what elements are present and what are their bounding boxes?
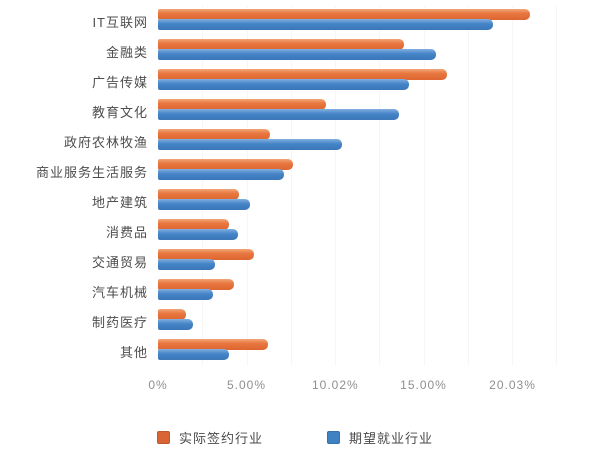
gridline	[467, 6, 469, 366]
legend-swatch-expected-icon	[327, 431, 341, 444]
actual-signed-bar	[158, 219, 229, 230]
x-axis-tick-label: 0%	[148, 378, 168, 392]
category-label: 政府农林牧渔	[63, 134, 148, 150]
category-label: 广告传媒	[91, 74, 148, 90]
chart-row: 交通贸易	[0, 246, 600, 276]
chart-row: 商业服务生活服务	[0, 156, 600, 186]
legend-label-expected: 期望就业行业	[349, 431, 434, 446]
expected-employment-bar	[158, 229, 238, 240]
legend-swatch-actual-icon	[157, 431, 170, 444]
actual-signed-bar	[158, 9, 530, 20]
bar-pair	[158, 309, 600, 333]
chart-row: 制药医疗	[0, 306, 600, 336]
actual-signed-bar	[158, 159, 293, 170]
gridline	[202, 6, 204, 366]
gridline	[246, 6, 248, 366]
actual-signed-bar	[158, 99, 327, 110]
actual-signed-bar	[158, 279, 235, 290]
bar-pair	[158, 339, 600, 363]
actual-signed-bar	[158, 249, 254, 260]
bar-pair	[158, 279, 600, 303]
category-label: 汽车机械	[91, 284, 148, 300]
category-label: IT互联网	[92, 14, 148, 30]
bar-pair	[158, 159, 600, 183]
expected-employment-bar	[158, 19, 493, 30]
x-axis-tick-label: 15.00%	[400, 378, 447, 392]
chart-rows: IT互联网金融类广告传媒教育文化政府农林牧渔商业服务生活服务地产建筑消费品交通贸…	[0, 6, 600, 366]
legend: 实际签约行业 期望就业行业	[157, 428, 433, 447]
bar-pair	[158, 39, 600, 63]
legend-label-actual: 实际签约行业	[179, 431, 264, 446]
chart-row: 政府农林牧渔	[0, 126, 600, 156]
gridline	[423, 6, 425, 366]
expected-employment-bar	[158, 199, 251, 210]
x-axis-tick-label: 20.03%	[489, 378, 536, 392]
gridline	[512, 6, 513, 366]
chart-row: 广告传媒	[0, 66, 600, 96]
x-axis-tick-label: 5.00%	[226, 378, 267, 392]
actual-signed-bar	[158, 309, 187, 320]
category-label: 交通贸易	[91, 254, 148, 270]
actual-signed-bar	[158, 129, 270, 140]
gridline	[379, 6, 381, 366]
category-label: 商业服务生活服务	[35, 164, 148, 180]
expected-employment-bar	[158, 79, 410, 90]
actual-signed-bar	[158, 39, 405, 50]
chart-row: 其他	[0, 336, 600, 366]
legend-item-actual: 实际签约行业	[157, 428, 263, 447]
expected-employment-bar	[158, 109, 399, 120]
actual-signed-bar	[158, 339, 268, 350]
bar-pair	[158, 99, 600, 123]
legend-item-expected: 期望就业行业	[327, 428, 433, 447]
x-axis-tick-label: 10.02%	[311, 378, 359, 392]
expected-employment-bar	[158, 139, 343, 150]
x-axis: 0% 5.00% 10.02% 15.00% 20.03%	[148, 374, 600, 400]
actual-signed-bar	[158, 69, 447, 80]
chart-row: 教育文化	[0, 96, 600, 126]
category-label: 地产建筑	[91, 194, 148, 210]
category-label: 消费品	[105, 224, 148, 240]
chart-row: 汽车机械	[0, 276, 600, 306]
chart-row: IT互联网	[0, 6, 600, 36]
chart-row: 金融类	[0, 36, 600, 66]
bar-pair	[158, 69, 600, 93]
gridline	[556, 6, 558, 366]
expected-employment-bar	[158, 259, 215, 270]
gridlines	[158, 6, 560, 366]
bar-pair	[158, 129, 600, 153]
chart-row: 地产建筑	[0, 186, 600, 216]
bar-pair	[158, 219, 600, 243]
bar-pair	[158, 189, 600, 213]
bar-pair	[158, 9, 600, 33]
category-label: 其他	[119, 344, 148, 360]
category-label: 教育文化	[91, 104, 148, 120]
expected-employment-bar	[158, 49, 436, 60]
bar-pair	[158, 249, 600, 273]
category-label: 金融类	[105, 44, 148, 60]
plot-area: IT互联网金融类广告传媒教育文化政府农林牧渔商业服务生活服务地产建筑消费品交通贸…	[0, 6, 600, 400]
chart-row: 消费品	[0, 216, 600, 246]
category-label: 制药医疗	[91, 314, 148, 330]
expected-employment-bar	[158, 169, 284, 180]
expected-employment-bar	[158, 289, 213, 300]
actual-signed-bar	[158, 189, 240, 200]
gridline	[335, 6, 336, 366]
expected-employment-bar	[158, 319, 194, 330]
expected-employment-bar	[158, 349, 229, 360]
gridline	[290, 6, 292, 366]
